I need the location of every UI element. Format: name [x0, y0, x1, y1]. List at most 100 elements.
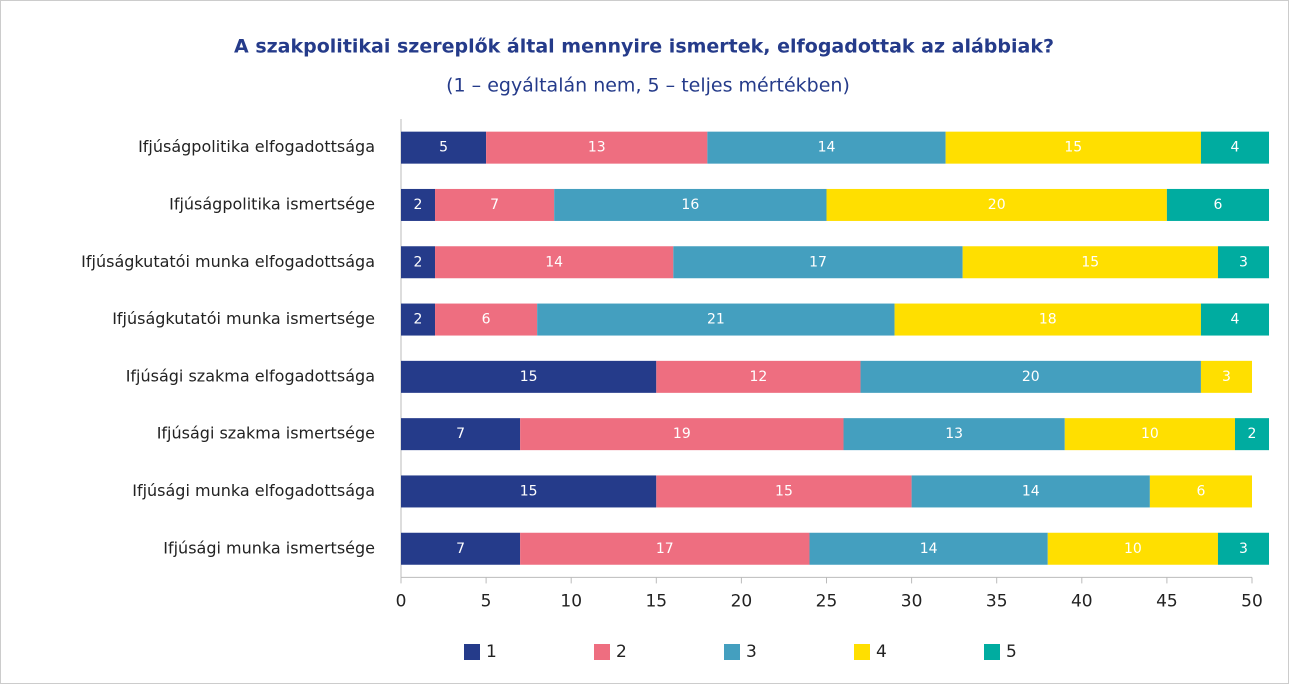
y-tick-label: Ifjúsági szakma elfogadottsága [126, 366, 375, 385]
bar-segment [554, 188, 827, 221]
bar-segment [826, 188, 1167, 221]
bar-segment [656, 360, 861, 393]
data-label: 14 [818, 140, 836, 156]
x-tick-label: 35 [986, 591, 1008, 611]
data-label: 3 [1239, 254, 1248, 270]
data-label: 16 [681, 197, 699, 213]
x-tick-label: 10 [560, 591, 582, 611]
bar-segment [860, 360, 1201, 393]
data-label: 2 [1248, 426, 1257, 442]
bar-segment [435, 188, 555, 221]
bar-segment [401, 532, 521, 565]
data-label: 13 [588, 140, 606, 156]
x-tick-label: 45 [1156, 591, 1178, 611]
chart-subtitle: (1 – egyáltalán nem, 5 – teljes mértékbe… [446, 75, 850, 97]
y-tick-label: Ifjúsági munka elfogadottsága [132, 481, 375, 500]
data-label: 4 [1231, 140, 1240, 156]
data-label: 7 [490, 197, 499, 213]
legend-label: 1 [486, 642, 497, 662]
bar-segment [1217, 246, 1270, 279]
bar-segment [435, 246, 674, 279]
data-label: 7 [456, 541, 465, 557]
data-label: 6 [1213, 197, 1222, 213]
data-label: 15 [1081, 254, 1099, 270]
bar-segment [945, 131, 1201, 164]
data-label: 6 [1196, 483, 1205, 499]
data-label: 20 [988, 197, 1006, 213]
x-tick-label: 5 [481, 591, 492, 611]
data-label: 6 [482, 312, 491, 328]
data-label: 3 [1222, 369, 1231, 385]
data-label: 15 [1064, 140, 1082, 156]
bar-segment [486, 131, 708, 164]
y-tick-label: Ifjúságkutatói munka ismertsége [112, 309, 375, 328]
bar-segment [1200, 360, 1252, 393]
bar-segment [1200, 131, 1270, 164]
data-label: 15 [775, 483, 793, 499]
x-tick-label: 15 [645, 591, 667, 611]
data-label: 14 [1022, 483, 1040, 499]
y-tick-label: Ifjúságkutatói munka elfogadottsága [81, 252, 375, 271]
data-label: 2 [414, 312, 423, 328]
data-label: 3 [1239, 541, 1248, 557]
data-label: 2 [414, 254, 423, 270]
bar-segment [1047, 532, 1218, 565]
data-label: 21 [707, 312, 725, 328]
x-tick-label: 30 [901, 591, 923, 611]
bar-segment [520, 418, 844, 451]
data-label: 13 [945, 426, 963, 442]
bar-segment [401, 188, 436, 221]
bar-segment [401, 475, 657, 508]
y-tick-label: Ifjúsági munka ismertsége [163, 538, 375, 557]
bar-segment [809, 532, 1048, 565]
legend-swatch [464, 644, 480, 660]
data-label: 15 [520, 483, 538, 499]
bar-segment [1234, 418, 1270, 451]
bar-segment [1200, 303, 1270, 336]
bar-segment [843, 418, 1065, 451]
bar-segment [537, 303, 895, 336]
legend-swatch [724, 644, 740, 660]
data-label: 19 [673, 426, 691, 442]
x-tick-label: 50 [1241, 591, 1263, 611]
data-label: 12 [750, 369, 768, 385]
x-tick-label: 20 [731, 591, 753, 611]
x-tick-label: 0 [396, 591, 407, 611]
data-label: 17 [656, 541, 674, 557]
data-label: 20 [1022, 369, 1040, 385]
x-tick-label: 40 [1071, 591, 1093, 611]
y-tick-label: Ifjúsági szakma ismertsége [157, 424, 375, 443]
bar-segment [401, 360, 657, 393]
x-tick-label: 25 [816, 591, 838, 611]
bar-segment [894, 303, 1201, 336]
data-label: 10 [1124, 541, 1142, 557]
data-label: 10 [1141, 426, 1159, 442]
bar-segment [435, 303, 538, 336]
chart-title: A szakpolitikai szereplők által mennyire… [234, 36, 1054, 58]
data-label: 18 [1039, 312, 1057, 328]
data-label: 5 [439, 140, 448, 156]
legend-swatch [984, 644, 1000, 660]
bar-segment [401, 246, 436, 279]
bar-segment [962, 246, 1218, 279]
bar-segment [1149, 475, 1252, 508]
bar-segment [1166, 188, 1270, 221]
data-label: 14 [545, 254, 563, 270]
data-label: 7 [456, 426, 465, 442]
legend-label: 2 [616, 642, 627, 662]
bar-segment [1217, 532, 1270, 565]
bar-segment [401, 303, 436, 336]
bar-segment [656, 475, 912, 508]
data-label: 4 [1231, 312, 1240, 328]
legend-swatch [854, 644, 870, 660]
data-label: 17 [809, 254, 827, 270]
bar-segment [911, 475, 1150, 508]
bar-segment [707, 131, 946, 164]
data-label: 2 [414, 197, 423, 213]
data-label: 14 [920, 541, 938, 557]
bar-segment [1064, 418, 1235, 451]
y-tick-label: Ifjúságpolitika elfogadottsága [138, 137, 375, 156]
data-label: 15 [520, 369, 538, 385]
